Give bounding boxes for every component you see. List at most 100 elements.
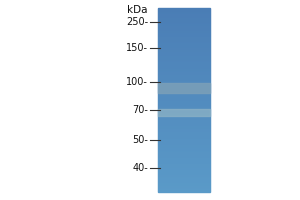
Bar — [158, 184, 210, 185]
Bar — [158, 62, 210, 63]
Bar — [158, 65, 210, 66]
Bar — [158, 145, 210, 146]
Bar — [158, 52, 210, 53]
Bar — [158, 142, 210, 143]
Bar — [158, 178, 210, 179]
Bar — [158, 22, 210, 23]
Bar — [158, 83, 210, 84]
Bar — [158, 189, 210, 190]
Bar — [158, 107, 210, 108]
Bar — [158, 54, 210, 55]
Bar — [158, 110, 210, 111]
Bar — [158, 33, 210, 34]
Bar — [158, 177, 210, 178]
Bar — [158, 183, 210, 184]
Bar — [158, 175, 210, 176]
Bar — [158, 44, 210, 45]
Bar — [158, 34, 210, 35]
Bar — [158, 64, 210, 65]
Bar — [158, 38, 210, 39]
Bar — [158, 172, 210, 173]
Bar — [158, 169, 210, 170]
Bar — [158, 47, 210, 48]
Bar — [158, 111, 210, 112]
Bar — [158, 133, 210, 134]
Bar — [158, 70, 210, 71]
Bar — [158, 95, 210, 96]
Bar — [158, 98, 210, 99]
Bar — [158, 144, 210, 145]
Bar — [158, 187, 210, 188]
Bar — [158, 12, 210, 13]
Bar — [158, 173, 210, 174]
Bar — [158, 146, 210, 147]
Bar — [158, 182, 210, 183]
Bar — [158, 120, 210, 121]
Text: 150-: 150- — [126, 43, 148, 53]
Bar — [158, 86, 210, 87]
Bar — [158, 85, 210, 86]
Bar — [158, 91, 210, 92]
Bar — [158, 21, 210, 22]
Bar — [158, 136, 210, 137]
Bar — [158, 26, 210, 27]
Bar — [158, 56, 210, 57]
Bar — [158, 9, 210, 10]
Bar — [158, 154, 210, 155]
Bar — [158, 45, 210, 46]
Bar — [158, 164, 210, 165]
Bar — [158, 160, 210, 161]
Bar — [158, 157, 210, 158]
Bar — [158, 150, 210, 151]
Bar — [158, 119, 210, 120]
Bar — [158, 191, 210, 192]
Bar — [158, 42, 210, 43]
Bar — [158, 81, 210, 82]
Bar — [158, 166, 210, 167]
Bar — [158, 35, 210, 36]
Bar — [158, 167, 210, 168]
Bar — [158, 11, 210, 12]
Bar — [158, 20, 210, 21]
Bar — [158, 89, 210, 90]
Bar — [158, 13, 210, 14]
Bar — [158, 141, 210, 142]
Bar — [158, 137, 210, 138]
Bar — [158, 37, 210, 38]
Bar — [158, 114, 210, 115]
Bar — [158, 66, 210, 67]
Bar — [158, 123, 210, 124]
Bar — [158, 99, 210, 100]
Bar — [158, 176, 210, 177]
Bar — [158, 80, 210, 81]
Bar — [158, 71, 210, 72]
Bar — [158, 88, 210, 89]
Text: 50-: 50- — [132, 135, 148, 145]
Bar — [158, 57, 210, 58]
Bar — [158, 116, 210, 117]
Bar — [158, 78, 210, 79]
Bar — [158, 124, 210, 125]
Bar — [158, 131, 210, 132]
Bar — [158, 129, 210, 130]
Bar — [158, 48, 210, 49]
Bar — [158, 17, 210, 18]
Bar — [158, 79, 210, 80]
Bar — [158, 39, 210, 40]
Bar — [158, 180, 210, 181]
Bar — [158, 115, 210, 116]
Bar — [158, 49, 210, 50]
Bar — [158, 76, 210, 77]
Bar — [158, 162, 210, 163]
Bar — [158, 61, 210, 62]
Text: 100-: 100- — [126, 77, 148, 87]
Bar — [158, 14, 210, 15]
Bar — [158, 122, 210, 123]
Bar — [158, 60, 210, 61]
Bar — [158, 69, 210, 70]
Bar — [158, 43, 210, 44]
Bar — [158, 67, 210, 68]
Bar — [158, 148, 210, 149]
Bar — [158, 130, 210, 131]
Text: 70-: 70- — [132, 105, 148, 115]
